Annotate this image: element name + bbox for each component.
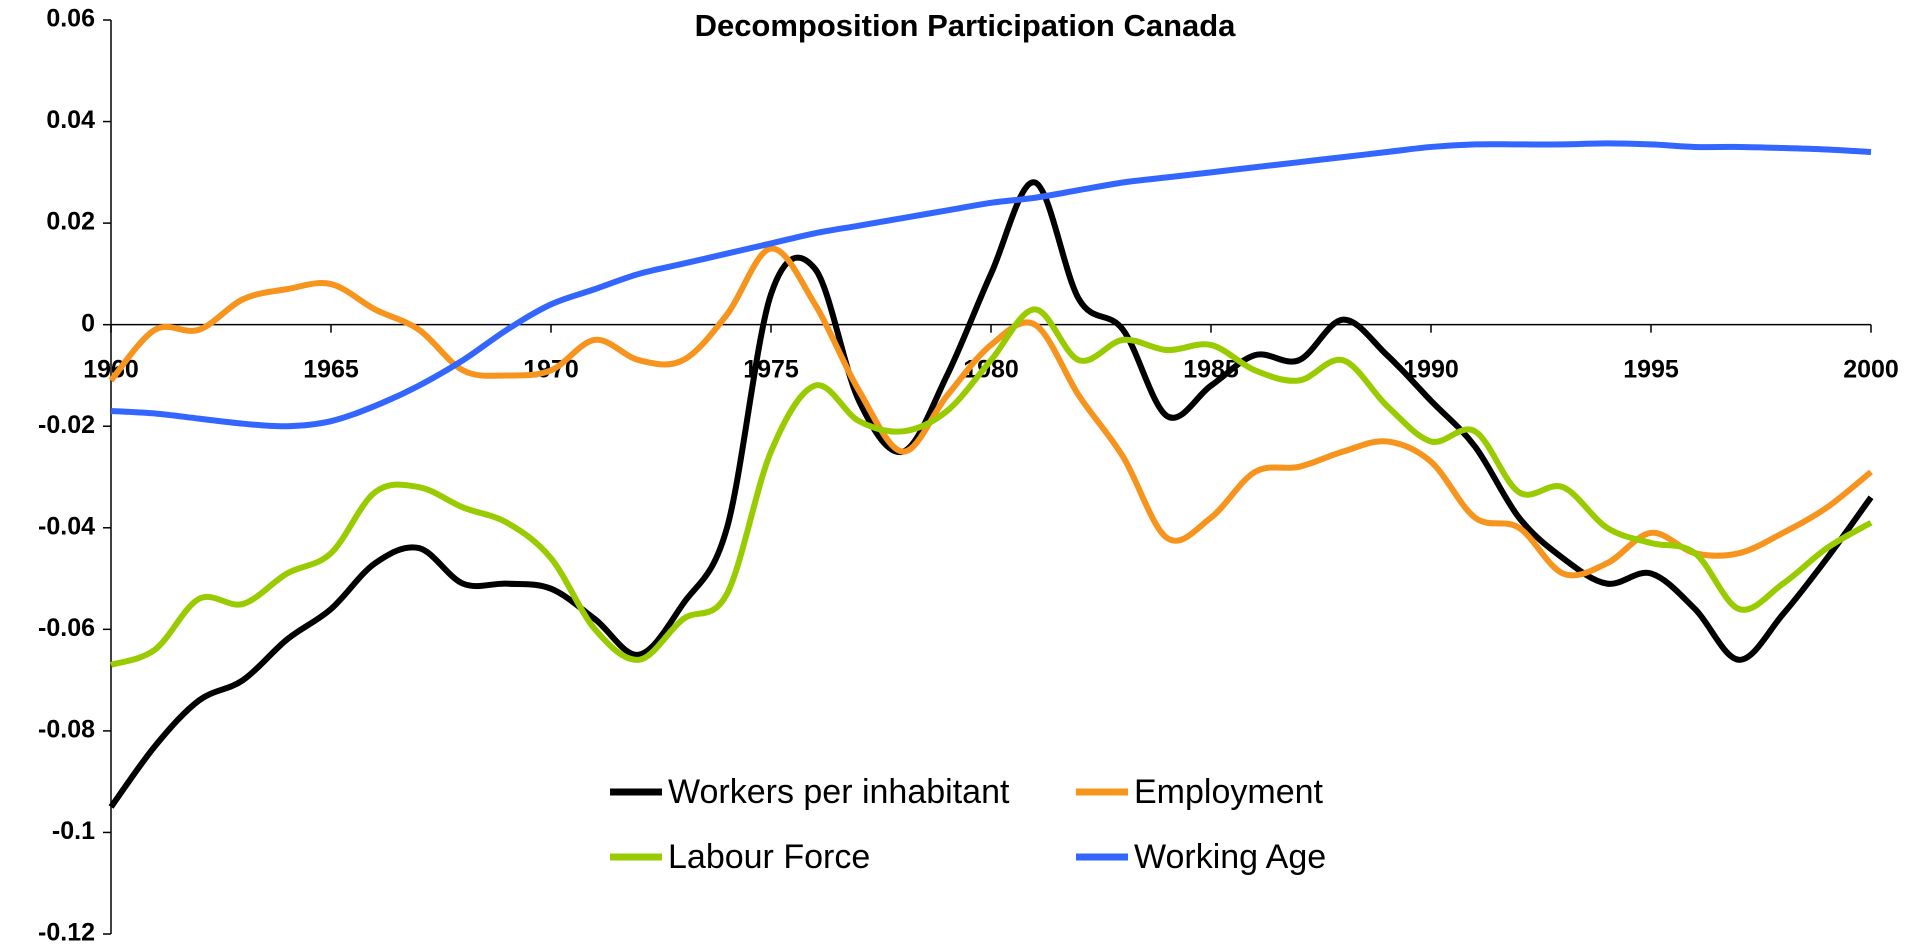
legend-label: Working Age [1134, 838, 1326, 876]
y-tick-label: -0.04 [38, 512, 95, 540]
legend-label: Workers per inhabitant [668, 773, 1010, 811]
line [108, 179, 1874, 809]
line [110, 140, 1872, 430]
y-tick-label: 0.02 [46, 208, 95, 236]
legend-label: Employment [1134, 773, 1324, 811]
y-tick-label: 0.04 [46, 106, 95, 134]
line [110, 306, 1873, 668]
line [108, 245, 1873, 579]
y-tick-label: -0.1 [52, 817, 95, 845]
x-tick-label: 1965 [303, 355, 359, 383]
x-tick-label: 2000 [1843, 355, 1899, 383]
y-tick-label: 0.06 [46, 5, 95, 33]
y-tick-label: -0.06 [38, 614, 95, 642]
y-tick-label: 0 [81, 309, 95, 337]
x-tick-label: 1995 [1623, 355, 1679, 383]
chart-title: Decomposition Participation Canada [695, 8, 1237, 43]
legend-label: Labour Force [668, 838, 870, 876]
y-tick-label: -0.08 [38, 715, 95, 743]
y-tick-label: -0.12 [38, 919, 95, 946]
y-tick-label: -0.02 [38, 411, 95, 439]
